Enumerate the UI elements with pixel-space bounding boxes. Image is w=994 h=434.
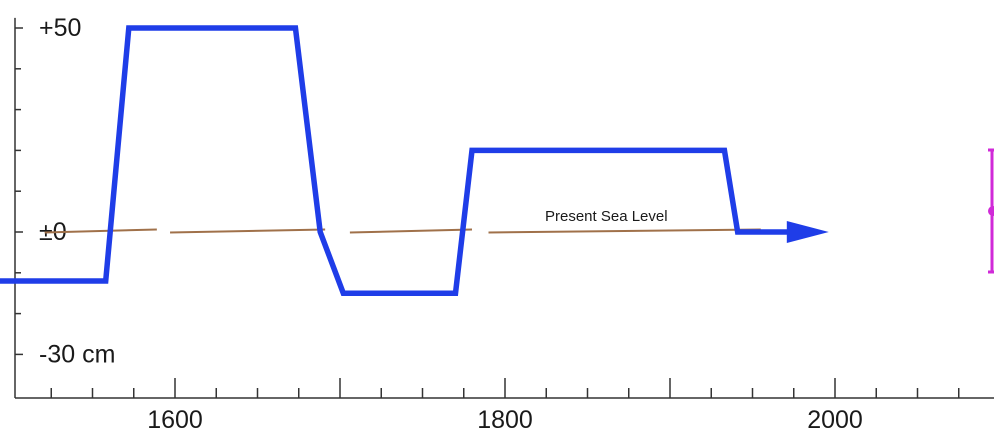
reference-line-label: Present Sea Level [545, 208, 668, 225]
x-axis: 1600 1800 2000 [15, 378, 994, 434]
reference-line-segment [170, 228, 326, 234]
y-axis: +50±0-30 cm [14, 14, 115, 398]
y-tick-label: -30 cm [39, 340, 115, 368]
series-line [0, 25, 789, 296]
cropped-edge-marks [988, 148, 994, 274]
reference-line-segment [44, 228, 157, 234]
y-ticks: +50±0-30 cm [15, 14, 115, 368]
x-ticks: 1600 1800 2000 [50, 378, 960, 434]
edge-bracket-dot [988, 206, 994, 216]
reference-line-segment [349, 228, 473, 234]
x-tick-label: 2000 [807, 406, 863, 434]
reference-line-segment [488, 228, 761, 234]
y-tick-label: +50 [39, 14, 81, 42]
sea-level-series [0, 25, 829, 296]
present-sea-level-line: Present Sea Level [44, 208, 761, 234]
x-tick-label: 1800 [477, 406, 533, 434]
x-tick-label: 1600 [147, 406, 203, 434]
series-arrowhead [786, 221, 829, 243]
